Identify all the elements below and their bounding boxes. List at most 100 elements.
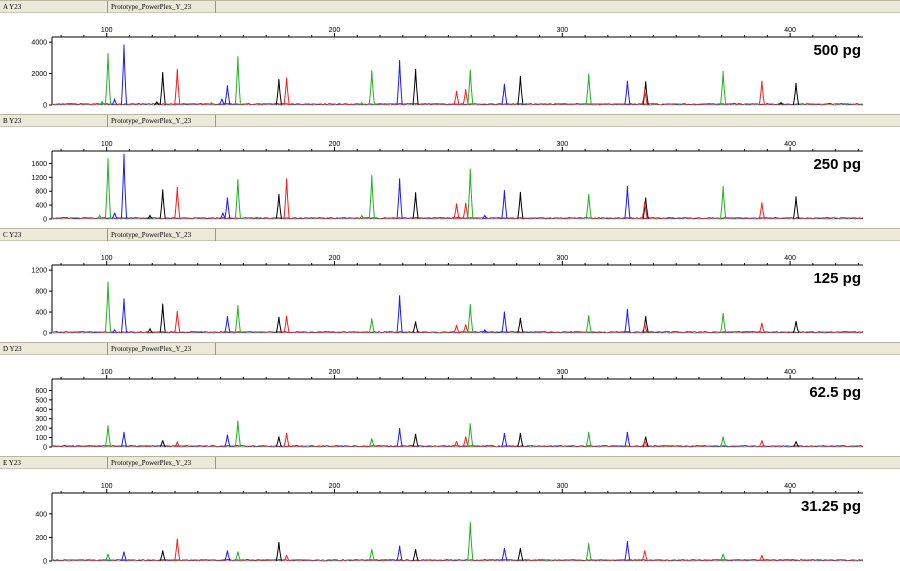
peak-black [412, 549, 419, 562]
dna-amount-label: 500 pg [813, 42, 861, 59]
dye-label: A Y23 [0, 1, 108, 13]
peak-green [720, 185, 727, 220]
peak-green [467, 304, 474, 334]
peak-black [792, 196, 800, 220]
peak-black [642, 436, 649, 448]
panel-c: C Y23 Prototype_PowerPlex_Y_23 100 200 300 40… [0, 228, 900, 342]
x-tick-label: 200 [329, 483, 341, 490]
peak-blue [501, 547, 508, 562]
peak-green [104, 158, 112, 220]
peak-blue [501, 432, 508, 448]
peak-red [283, 178, 290, 220]
peak-blue [481, 328, 488, 334]
peak-green [467, 69, 474, 106]
peak-black [778, 101, 784, 106]
peak-green [234, 551, 241, 562]
peak-green [234, 56, 241, 106]
y-tick-label: 400 [35, 407, 47, 414]
peak-red [758, 440, 765, 448]
peak-red [283, 315, 290, 334]
peak-green [720, 553, 727, 562]
peak-red [758, 202, 765, 220]
y-tick-label: 200 [35, 426, 47, 433]
x-tick-label: 400 [784, 255, 796, 262]
peak-red [462, 436, 469, 448]
peak-black [147, 327, 153, 334]
peak-red [174, 310, 181, 334]
peak-blue [624, 540, 631, 562]
dye-label: D Y23 [0, 343, 108, 355]
peak-blue [624, 80, 631, 106]
peak-blue [501, 83, 508, 106]
peak-green [585, 193, 592, 220]
y-tick-label: 0 [43, 331, 47, 338]
peak-black [159, 303, 166, 334]
peak-green [585, 431, 592, 448]
dna-amount-label: 125 pg [813, 270, 861, 287]
peak-red [174, 186, 181, 220]
peak-green [104, 53, 112, 106]
peak-green [467, 522, 474, 562]
panel-name-label: Prototype_PowerPlex_Y_23 [108, 457, 216, 469]
x-tick-label: 200 [329, 255, 341, 262]
peak-green [368, 175, 375, 220]
peak-blue [111, 328, 118, 334]
peak-red [641, 89, 648, 106]
peak-blue [624, 308, 631, 334]
y-tick-label: 400 [35, 203, 47, 210]
x-tick-label: 300 [556, 255, 568, 262]
peak-black [517, 75, 524, 106]
dna-amount-label: 62.5 pg [809, 384, 861, 401]
dye-label: E Y23 [0, 457, 108, 469]
peak-green [368, 549, 375, 562]
peak-blue [396, 545, 403, 562]
dye-label: C Y23 [0, 229, 108, 241]
peak-black [412, 321, 419, 334]
panel-header: A Y23 Prototype_PowerPlex_Y_23 [0, 0, 900, 13]
peak-blue [224, 434, 231, 448]
peak-blue [219, 212, 226, 220]
peak-black [412, 433, 419, 448]
x-tick-label: 200 [329, 27, 341, 34]
peak-black [275, 79, 282, 106]
peak-black [159, 71, 166, 106]
peak-green [368, 438, 375, 448]
peak-blue [120, 153, 128, 220]
y-tick-label: 300 [35, 416, 47, 423]
peak-green [720, 313, 727, 334]
electropherogram-plot: 100 200 300 400 0 200 400 31.25 pg [35, 483, 864, 566]
x-tick-label: 100 [101, 27, 113, 34]
peak-red [453, 203, 460, 220]
peak-green [720, 71, 727, 106]
peak-blue [481, 214, 488, 220]
panel-name-label: Prototype_PowerPlex_Y_23 [108, 343, 216, 355]
peak-black [159, 550, 166, 562]
dye-label: B Y23 [0, 115, 108, 127]
peak-red [641, 440, 648, 448]
peak-red [641, 201, 648, 220]
x-tick-label: 300 [556, 27, 568, 34]
y-tick-label: 0 [43, 445, 47, 452]
peak-blue [218, 98, 225, 106]
panel-name-label: Prototype_PowerPlex_Y_23 [108, 229, 216, 241]
panel-header: D Y23 Prototype_PowerPlex_Y_23 [0, 342, 900, 355]
peak-green [585, 315, 592, 334]
peak-black [642, 316, 649, 334]
peak-black [792, 82, 800, 106]
peak-green [96, 214, 103, 220]
dna-amount-label: 31.25 pg [801, 498, 861, 515]
x-tick-label: 400 [784, 483, 796, 490]
peak-red [462, 202, 469, 220]
peak-red [462, 324, 469, 334]
y-tick-label: 200 [35, 535, 47, 542]
panel-name-label: Prototype_PowerPlex_Y_23 [108, 1, 216, 13]
peak-red [174, 440, 181, 448]
panel-b: B Y23 Prototype_PowerPlex_Y_23 100 200 300 40… [0, 114, 900, 228]
peak-blue [111, 212, 118, 220]
y-tick-label: 100 [35, 435, 47, 442]
x-tick-label: 100 [101, 483, 113, 490]
baseline-trace-red [53, 559, 864, 562]
y-tick-label: 0 [43, 103, 47, 110]
peak-green [368, 70, 375, 106]
